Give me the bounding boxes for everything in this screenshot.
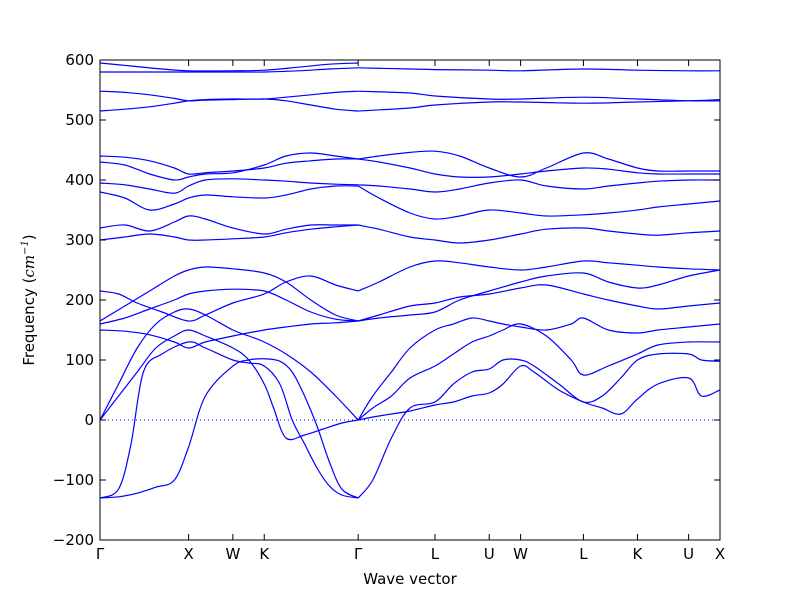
- x-tick-label: L: [579, 545, 588, 563]
- y-tick-label: 100: [65, 351, 94, 369]
- y-tick-label: 500: [65, 111, 94, 129]
- plot-frame: [99, 59, 721, 541]
- dispersion-branch-30: [358, 158, 720, 178]
- dispersion-branch-6: [100, 288, 359, 325]
- dispersion-branch-28: [358, 179, 720, 193]
- dispersion-branch-13: [100, 152, 359, 181]
- dispersion-branch-32: [358, 99, 720, 112]
- dispersion-branch-9: [100, 224, 359, 241]
- dispersion-branch-3: [100, 329, 359, 441]
- dispersion-branch-7: [100, 266, 359, 322]
- dispersion-branch-17: [100, 67, 359, 73]
- dispersion-branch-16: [100, 90, 359, 112]
- dispersion-branch-10: [100, 215, 359, 235]
- dispersion-branch-22: [357, 317, 720, 421]
- y-tick-label: 600: [65, 51, 94, 69]
- x-tick-label: W: [513, 545, 528, 563]
- dispersion-branch-23: [358, 284, 720, 322]
- dispersion-branch-19: [358, 364, 720, 421]
- dispersion-branch-5: [100, 320, 359, 349]
- dispersion-branch-26: [358, 224, 720, 244]
- x-tick-label: L: [431, 545, 440, 563]
- x-axis-title: Wave vector: [363, 570, 457, 588]
- x-tick-label: K: [259, 545, 270, 563]
- x-tick-label: X: [183, 545, 193, 563]
- x-tick-label: W: [225, 545, 240, 563]
- x-tick-label: U: [683, 545, 694, 563]
- y-tick-label: 400: [65, 171, 94, 189]
- dispersion-branch-4: [100, 308, 359, 421]
- dispersion-branch-21: [357, 323, 720, 421]
- dispersion-branch-24: [358, 269, 720, 322]
- x-tick-label: Γ: [96, 545, 105, 563]
- x-tick-label: U: [484, 545, 495, 563]
- x-tick-label: K: [633, 545, 644, 563]
- dispersion-branch-27: [357, 185, 720, 220]
- y-tick-label: 300: [65, 231, 94, 249]
- dispersion-branch-14: [100, 155, 359, 175]
- x-tick-label: X: [715, 545, 725, 563]
- y-axis-title: Frequency (cm−1): [20, 234, 38, 365]
- y-tick-label: −100: [53, 471, 94, 489]
- dispersion-branch-25: [357, 260, 720, 292]
- dispersion-branch-2: [100, 341, 359, 499]
- y-tick-label: 200: [65, 291, 94, 309]
- y-tick-label: 0: [84, 411, 94, 429]
- dispersion-branch-33: [358, 67, 720, 72]
- x-tick-label: Γ: [354, 545, 363, 563]
- dispersion-branch-29: [358, 150, 720, 178]
- y-axis-ticks: −200 −100 0 100 200 300 400 500 600: [53, 51, 720, 549]
- dispersion-series-group: [100, 62, 720, 499]
- dispersion-branch-31: [358, 90, 720, 102]
- dispersion-branch-15: [100, 90, 359, 112]
- dispersion-branch-18: [100, 62, 359, 72]
- dispersion-branch-20: [357, 352, 720, 499]
- dispersion-branch-11: [100, 185, 359, 211]
- y-tick-label: −200: [53, 531, 94, 549]
- dispersion-branch-12: [100, 178, 359, 194]
- dispersion-branch-8: [100, 275, 359, 322]
